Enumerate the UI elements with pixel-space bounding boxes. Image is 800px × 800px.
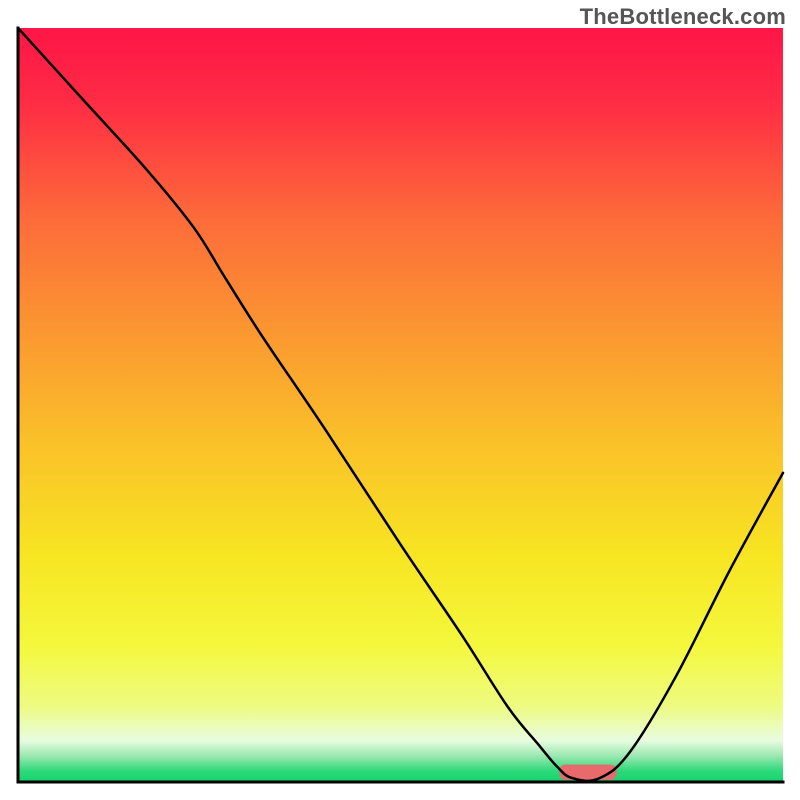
bottleneck-chart [0,0,800,800]
watermark-text: TheBottleneck.com [580,4,786,30]
gradient-background [18,28,783,782]
